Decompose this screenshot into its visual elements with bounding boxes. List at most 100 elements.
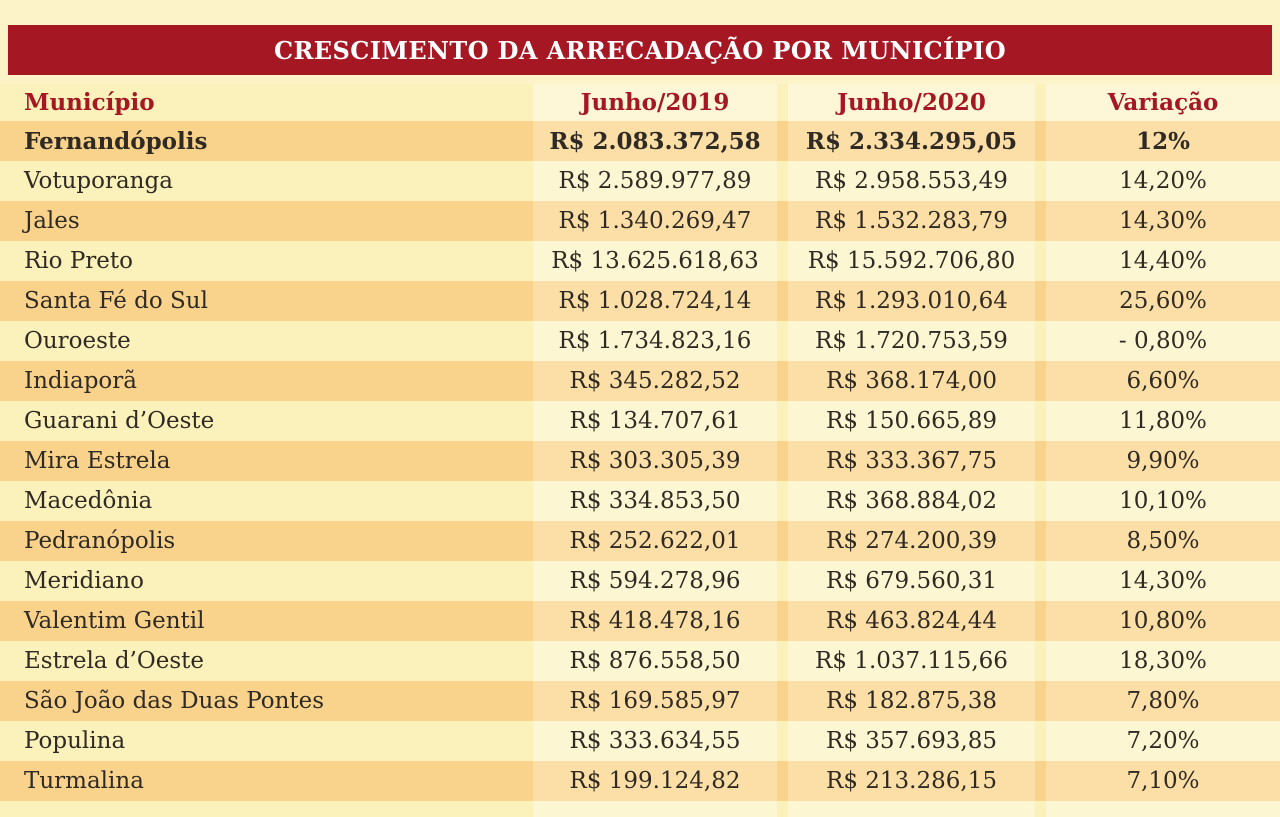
column-separator	[777, 121, 788, 161]
variacao-cell: 14,20%	[1046, 161, 1280, 201]
junho2019-cell: R$ 134.707,61	[533, 401, 777, 441]
column-separator	[1035, 121, 1046, 161]
junho2019-cell: R$ 199.124,82	[533, 761, 777, 801]
junho2019-cell: R$ 334.853,50	[533, 481, 777, 521]
table-row: Mira Estrela R$ 303.305,39 R$ 333.367,75…	[0, 441, 1280, 481]
variacao-cell: 18,30%	[1046, 641, 1280, 681]
municipality-cell: Meridiano	[24, 567, 144, 594]
column-separator	[1035, 84, 1046, 121]
municipality-cell: Fernandópolis	[24, 127, 208, 155]
junho2019-cell: R$ 594.278,96	[533, 561, 777, 601]
junho2019-cell: R$ 345.282,52	[533, 361, 777, 401]
column-separator	[1035, 481, 1046, 521]
junho2020-cell: R$ 333.367,75	[788, 441, 1035, 481]
variacao-cell: 7,10%	[1046, 761, 1280, 801]
junho2020-cell: R$ 2.958.553,49	[788, 161, 1035, 201]
column-separator	[1035, 521, 1046, 561]
column-separator	[777, 161, 788, 201]
table-row: Indiaporã R$ 345.282,52 R$ 368.174,00 6,…	[0, 361, 1280, 401]
junho2019-cell: R$ 169.585,97	[533, 681, 777, 721]
column-separator	[1035, 441, 1046, 481]
column-separator	[1035, 241, 1046, 281]
column-separator	[777, 601, 788, 641]
junho2020-cell: R$ 1.037.115,66	[788, 641, 1035, 681]
variacao-cell: 10,80%	[1046, 601, 1280, 641]
junho2019-cell: R$ 418.478,16	[533, 601, 777, 641]
junho2019-cell: R$ 2.083.372,58	[533, 121, 777, 161]
variacao-cell: 6,60%	[1046, 361, 1280, 401]
variacao-cell: 8,50%	[1046, 521, 1280, 561]
column-separator	[777, 201, 788, 241]
column-separator	[1035, 761, 1046, 801]
municipality-cell: Turmalina	[24, 767, 144, 794]
junho2020-cell: R$ 357.693,85	[788, 721, 1035, 761]
municipality-cell: Estrela d’Oeste	[24, 647, 204, 674]
variacao-cell: 25,60%	[1046, 281, 1280, 321]
table-title: CRESCIMENTO DA ARRECADAÇÃO POR MUNICÍPIO	[273, 35, 1007, 65]
variacao-cell: 14,40%	[1046, 241, 1280, 281]
table-row: Meridiano R$ 594.278,96 R$ 679.560,31 14…	[0, 561, 1280, 601]
junho2020-cell: R$ 1.293.010,64	[788, 281, 1035, 321]
municipality-cell: Valentim Gentil	[24, 607, 205, 634]
junho2020-cell: R$ 15.592.706,80	[788, 241, 1035, 281]
municipality-cell: Guarani d’Oeste	[24, 407, 215, 434]
variacao-cell: 11,80%	[1046, 401, 1280, 441]
variacao-cell: 9,90%	[1046, 441, 1280, 481]
table-row: São João das Duas Pontes R$ 169.585,97 R…	[0, 681, 1280, 721]
column-header-variacao: Variação	[1046, 84, 1280, 121]
municipality-cell: Mira Estrela	[24, 447, 171, 474]
municipality-cell: São João das Duas Pontes	[24, 687, 325, 714]
junho2019-cell: R$ 13.625.618,63	[533, 241, 777, 281]
table-row: Macedônia R$ 334.853,50 R$ 368.884,02 10…	[0, 481, 1280, 521]
column-separator	[777, 521, 788, 561]
column-separator	[777, 321, 788, 361]
junho2020-cell: R$ 2.334.295,05	[788, 121, 1035, 161]
column-separator	[777, 241, 788, 281]
junho2019-cell: R$ 333.634,55	[533, 721, 777, 761]
column-separator	[777, 361, 788, 401]
partial-bottom-row	[0, 801, 1280, 817]
junho2019-cell: R$ 252.622,01	[533, 521, 777, 561]
municipality-cell: Pedranópolis	[24, 527, 176, 554]
variacao-cell: 10,10%	[1046, 481, 1280, 521]
junho2020-cell: R$ 679.560,31	[788, 561, 1035, 601]
column-separator	[1035, 561, 1046, 601]
column-separator	[777, 721, 788, 761]
table-row: Jales R$ 1.340.269,47 R$ 1.532.283,79 14…	[0, 201, 1280, 241]
table-row: Fernandópolis R$ 2.083.372,58 R$ 2.334.2…	[0, 121, 1280, 161]
table-row: Votuporanga R$ 2.589.977,89 R$ 2.958.553…	[0, 161, 1280, 201]
column-header-municipio: Município	[24, 89, 155, 116]
column-header-junho-2020: Junho/2020	[788, 84, 1035, 121]
junho2020-cell: R$ 182.875,38	[788, 681, 1035, 721]
municipality-cell: Indiaporã	[24, 367, 137, 394]
table-title-bar: CRESCIMENTO DA ARRECADAÇÃO POR MUNICÍPIO	[8, 25, 1272, 75]
junho2020-cell: R$ 150.665,89	[788, 401, 1035, 441]
junho2019-cell: R$ 2.589.977,89	[533, 161, 777, 201]
junho2020-cell: R$ 1.720.753,59	[788, 321, 1035, 361]
table-row: Ouroeste R$ 1.734.823,16 R$ 1.720.753,59…	[0, 321, 1280, 361]
column-separator	[777, 641, 788, 681]
column-separator	[1035, 161, 1046, 201]
table-row: Guarani d’Oeste R$ 134.707,61 R$ 150.665…	[0, 401, 1280, 441]
column-separator	[1035, 361, 1046, 401]
variacao-cell: 14,30%	[1046, 561, 1280, 601]
column-separator	[777, 681, 788, 721]
municipality-cell: Ouroeste	[24, 327, 131, 354]
column-header-junho-2019: Junho/2019	[533, 84, 777, 121]
table-row: Estrela d’Oeste R$ 876.558,50 R$ 1.037.1…	[0, 641, 1280, 681]
variacao-cell: 14,30%	[1046, 201, 1280, 241]
junho2019-cell: R$ 1.340.269,47	[533, 201, 777, 241]
junho2020-cell: R$ 463.824,44	[788, 601, 1035, 641]
junho2020-cell: R$ 368.174,00	[788, 361, 1035, 401]
column-separator	[777, 561, 788, 601]
column-separator	[1035, 681, 1046, 721]
table-body: Fernandópolis R$ 2.083.372,58 R$ 2.334.2…	[0, 121, 1280, 801]
municipality-cell: Macedônia	[24, 487, 153, 514]
column-separator	[1035, 401, 1046, 441]
variacao-cell: - 0,80%	[1046, 321, 1280, 361]
column-separator	[777, 281, 788, 321]
junho2020-cell: R$ 1.532.283,79	[788, 201, 1035, 241]
table-row: Populina R$ 333.634,55 R$ 357.693,85 7,2…	[0, 721, 1280, 761]
revenue-growth-table: Município Junho/2019 Junho/2020 Variação…	[0, 84, 1280, 817]
junho2020-cell: R$ 213.286,15	[788, 761, 1035, 801]
